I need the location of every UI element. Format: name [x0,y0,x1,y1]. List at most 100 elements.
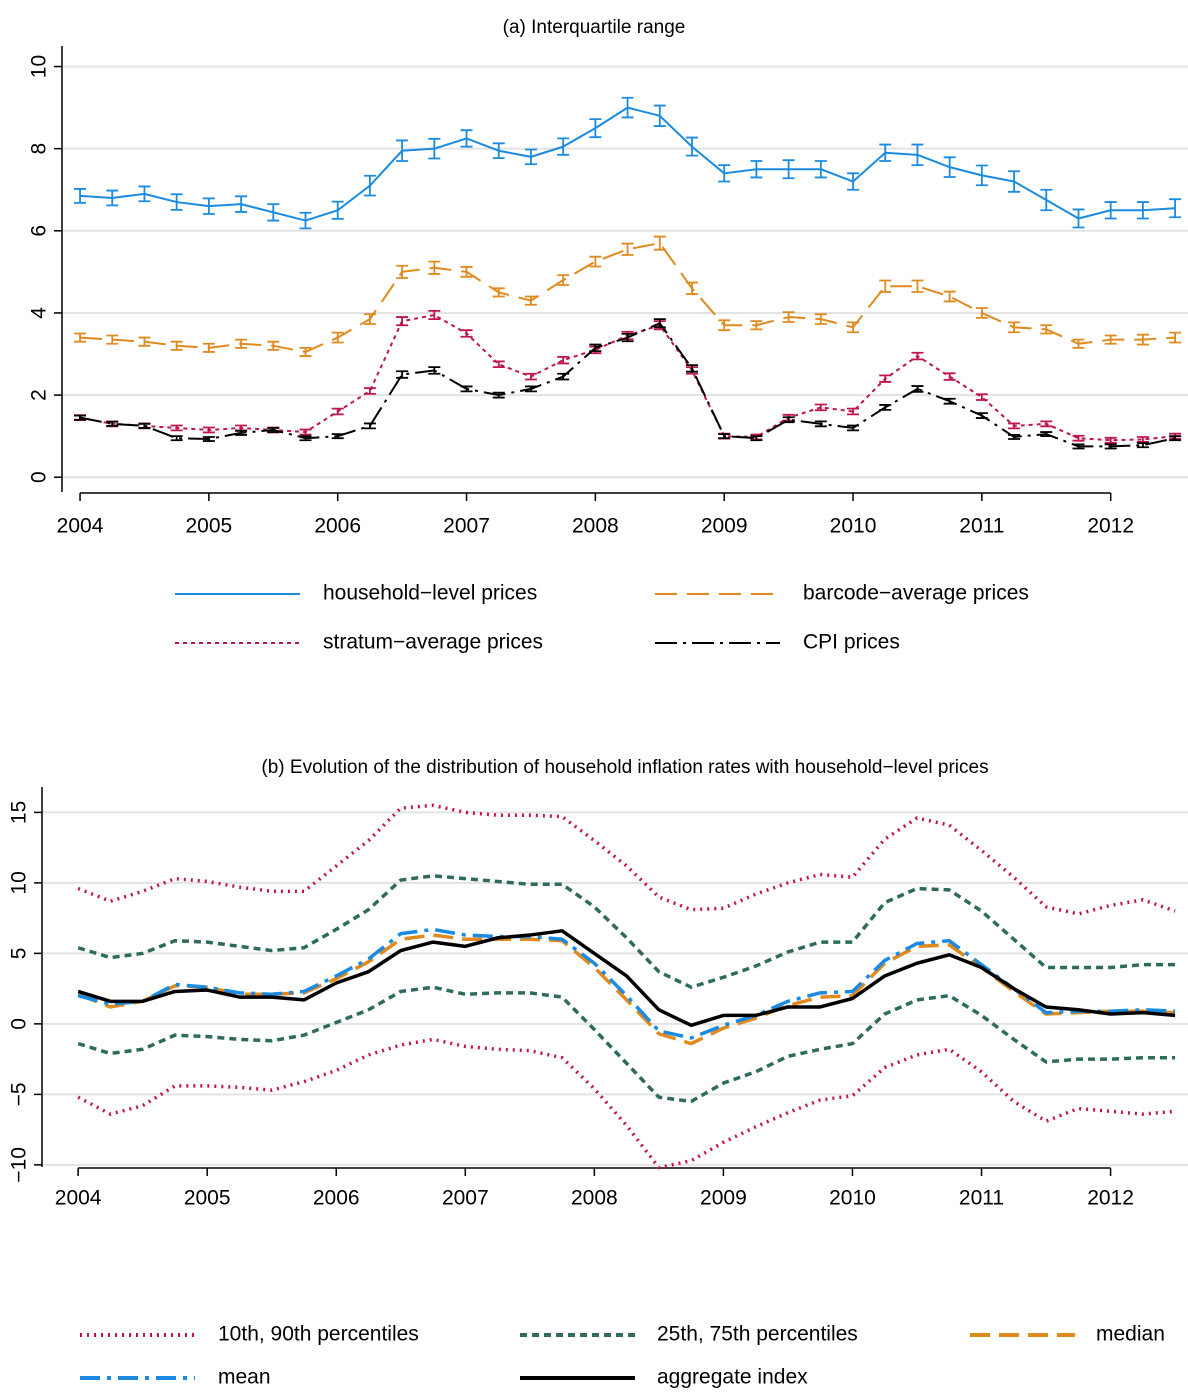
error-bar [1040,324,1053,335]
error-bar [943,156,956,178]
error-bar [428,137,441,160]
error-bar [1136,333,1149,346]
error-bar [1072,208,1085,229]
error-bar [492,360,505,369]
x-tick-label: 2008 [571,1187,618,1210]
error-bar [975,393,988,401]
y-tick-label: 0 [28,471,51,483]
error-bar [718,164,731,183]
error-bar [911,385,924,393]
x-tick-label: 2009 [700,1187,747,1210]
series-line [77,874,1176,989]
error-bar [267,340,280,351]
error-bar [1104,201,1117,220]
error-bar [1104,436,1117,444]
error-bar [106,420,119,427]
error-bar [138,336,151,347]
error-bar [1040,188,1053,212]
error-bar [235,195,248,213]
error-bar [363,387,376,395]
error-bar [750,160,763,179]
legend-label: household−level prices [323,582,537,605]
error-bar [1104,443,1117,450]
y-tick-label: −5 [8,1082,31,1106]
y-tick-label: 0 [8,1018,31,1030]
error-bar [331,200,344,220]
y-tick-label: 8 [28,143,51,155]
error-bar [74,414,87,421]
error-bar [814,403,827,412]
error-bar [814,420,827,428]
error-bar [428,260,441,275]
error-bar [718,433,731,440]
error-bar [589,255,602,268]
x-tick-label: 2011 [959,1187,1004,1210]
error-bar [492,142,505,160]
error-bar [428,366,441,375]
y-tick-label: 10 [8,871,31,894]
error-bar [589,343,602,353]
error-bar [74,332,87,343]
error-bar [492,391,505,399]
error-bar [396,264,409,279]
series-line [77,985,1176,1104]
error-bar [1136,442,1149,449]
error-bar [170,435,183,442]
error-bar [331,433,344,440]
error-bar [299,346,312,357]
x-tick-label: 2011 [959,515,1004,538]
series-line [77,929,1176,1028]
error-bar [1169,435,1182,442]
error-bar [557,355,570,365]
legend-label: barcode−average prices [803,582,1029,605]
error-bar [202,342,215,353]
error-bar [1008,422,1021,430]
x-tick-label: 2009 [701,515,748,538]
error-bar [975,307,988,319]
legend-label: stratum−average prices [323,631,543,654]
error-bar [363,313,376,325]
x-tick-label: 2010 [830,515,877,538]
error-bar [782,416,795,424]
error-bar [782,311,795,323]
error-bar [1169,198,1182,219]
error-bar [170,193,183,211]
error-bar [847,424,860,432]
error-bar [428,309,441,321]
y-tick-label: 5 [8,948,31,960]
legend-label: mean [218,1366,271,1389]
error-bar [975,164,988,187]
error-bar [74,188,87,204]
error-bar [653,318,666,329]
error-bar [847,172,860,191]
error-bar [331,407,344,416]
y-tick-label: 2 [28,389,51,401]
series-line [77,1037,1176,1170]
error-bar [879,374,892,383]
error-bar [879,404,892,411]
error-bar [653,104,666,127]
error-bar [396,316,409,327]
legend-label: aggregate index [657,1366,808,1389]
error-bar [138,422,151,429]
legend-label: CPI prices [803,631,900,654]
error-bar [621,96,634,119]
x-tick-label: 2010 [829,1187,876,1210]
error-bar [847,407,860,416]
error-bar [235,424,248,432]
error-bar [460,329,473,338]
x-tick-label: 2004 [55,1187,102,1210]
error-bar [750,320,763,331]
error-bar [879,279,892,293]
error-bar [202,436,215,442]
error-bar [267,203,280,222]
x-tick-label: 2012 [1087,515,1134,538]
error-bar [814,160,827,179]
x-tick-label: 2012 [1087,1187,1134,1210]
error-bar [299,211,312,230]
x-tick-label: 2007 [442,1187,489,1210]
error-bar [911,351,924,361]
error-bar [235,338,248,349]
error-bar [235,429,248,436]
